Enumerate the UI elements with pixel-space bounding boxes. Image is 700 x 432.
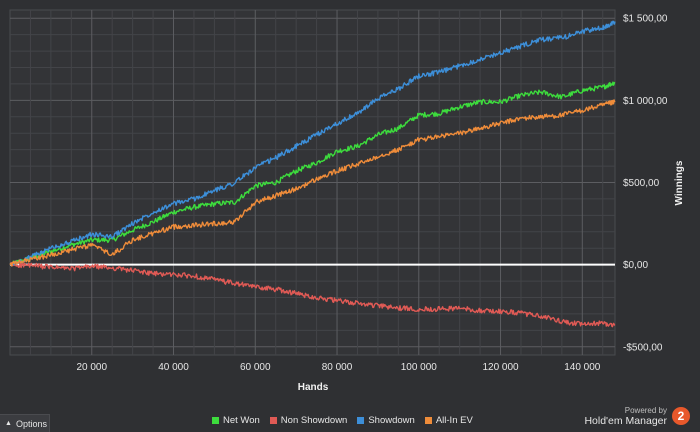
options-label: Options	[15, 418, 47, 429]
legend: Net Won Non Showdown Showdown All-In EV	[212, 415, 473, 426]
y-tick-label: $1 500,00	[623, 14, 668, 25]
legend-item-net-won[interactable]: Net Won	[212, 415, 260, 426]
x-axis-title: Hands	[298, 382, 329, 393]
legend-label: All-In EV	[435, 415, 473, 426]
y-tick-label: $500,00	[623, 178, 660, 189]
series-line-showdown	[9, 20, 616, 266]
y-tick-label: $1 000,00	[623, 96, 668, 107]
x-tick-label: 120 000	[482, 362, 519, 373]
legend-label: Net Won	[223, 415, 260, 426]
grid	[10, 10, 615, 355]
y-tick-label: $0,00	[623, 260, 648, 271]
x-tick-label: 100 000	[401, 362, 438, 373]
legend-item-showdown[interactable]: Showdown	[357, 415, 415, 426]
holdem-manager-logo: 2	[672, 407, 690, 425]
powered-by-text: Powered by	[624, 406, 667, 415]
chevron-up-icon: ▲	[5, 420, 12, 427]
brand-badge: Powered by Hold'em Manager 2	[584, 405, 690, 427]
x-tick-label: 20 000	[76, 362, 107, 373]
legend-label: Showdown	[368, 415, 415, 426]
options-button[interactable]: ▲ Options	[0, 414, 50, 432]
legend-item-non-showdown[interactable]: Non Showdown	[269, 415, 348, 426]
x-tick-label: 60 000	[240, 362, 271, 373]
brand-name: Hold'em Manager	[584, 415, 667, 427]
legend-label: Non Showdown	[280, 415, 348, 426]
legend-item-all-in-ev[interactable]: All-In EV	[424, 415, 473, 426]
x-tick-label: 140 000	[564, 362, 601, 373]
legend-swatch	[269, 417, 277, 424]
legend-swatch	[212, 417, 219, 424]
series-line-non-showdown	[9, 261, 616, 328]
tick-labels: 20 000 40 000 60 000 80 000 100 000 120 000 14…	[76, 14, 667, 373]
y-axis-title: Winnings	[674, 160, 685, 205]
legend-swatch	[424, 417, 432, 424]
series-lines	[9, 20, 616, 328]
series-line-all-in-ev	[9, 99, 616, 267]
y-tick-label: -$500,00	[623, 342, 663, 353]
x-tick-label: 40 000	[158, 362, 189, 373]
legend-swatch	[357, 417, 365, 424]
x-tick-label: 80 000	[322, 362, 353, 373]
